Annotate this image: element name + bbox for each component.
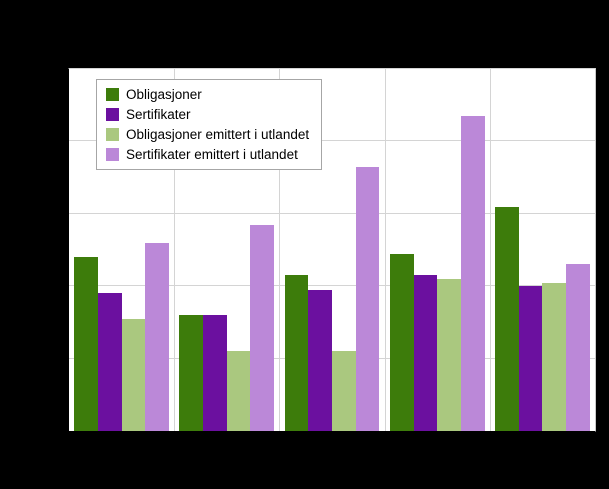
bar-sertifikater-emittert-i-utlandet xyxy=(145,242,169,431)
bar-obligasjoner xyxy=(495,206,519,431)
bar-sertifikater xyxy=(518,286,543,431)
legend-swatch xyxy=(106,108,119,121)
legend-item: Sertifikater emittert i utlandet xyxy=(106,147,309,162)
legend-label: Obligasjoner xyxy=(126,87,202,102)
bar-obligasjoner xyxy=(179,315,204,431)
bar-group xyxy=(279,69,384,431)
bar-sertifikater-emittert-i-utlandet xyxy=(566,264,590,431)
bar-obligasjoner-emittert-i-utlandet xyxy=(332,351,356,431)
bar-group xyxy=(490,69,595,431)
legend-item: Obligasjoner xyxy=(106,87,309,102)
legend-swatch xyxy=(106,88,119,101)
legend-item: Obligasjoner emittert i utlandet xyxy=(106,127,309,142)
legend-swatch xyxy=(106,128,119,141)
legend-label: Obligasjoner emittert i utlandet xyxy=(126,127,310,142)
bar-group xyxy=(69,69,174,431)
bar-groups xyxy=(69,69,595,431)
bar-obligasjoner-emittert-i-utlandet xyxy=(121,318,146,431)
bar-obligasjoner xyxy=(284,275,309,431)
bar-sertifikater-emittert-i-utlandet xyxy=(250,224,275,431)
bar-sertifikater xyxy=(413,275,438,431)
bar-obligasjoner-emittert-i-utlandet xyxy=(542,282,567,431)
plot-area: Obligasjoner Sertifikater Obligasjoner emi… xyxy=(68,68,596,432)
bar-obligasjoner xyxy=(389,253,414,431)
bar-sertifikater xyxy=(203,315,227,431)
bar-group xyxy=(174,69,279,431)
bar-sertifikater-emittert-i-utlandet xyxy=(355,166,380,431)
legend-label: Sertifikater xyxy=(126,107,191,122)
legend-item: Sertifikater xyxy=(106,107,309,122)
bar-obligasjoner xyxy=(74,257,98,431)
legend: Obligasjoner Sertifikater Obligasjoner emi… xyxy=(96,79,323,170)
legend-label: Sertifikater emittert i utlandet xyxy=(126,147,298,162)
bar-obligasjoner-emittert-i-utlandet xyxy=(437,278,461,431)
bar-obligasjoner-emittert-i-utlandet xyxy=(226,351,251,431)
bar-group xyxy=(385,69,490,431)
bar-sertifikater-emittert-i-utlandet xyxy=(460,116,485,431)
bar-sertifikater xyxy=(97,293,122,431)
bar-sertifikater xyxy=(308,289,332,431)
legend-swatch xyxy=(106,148,119,161)
